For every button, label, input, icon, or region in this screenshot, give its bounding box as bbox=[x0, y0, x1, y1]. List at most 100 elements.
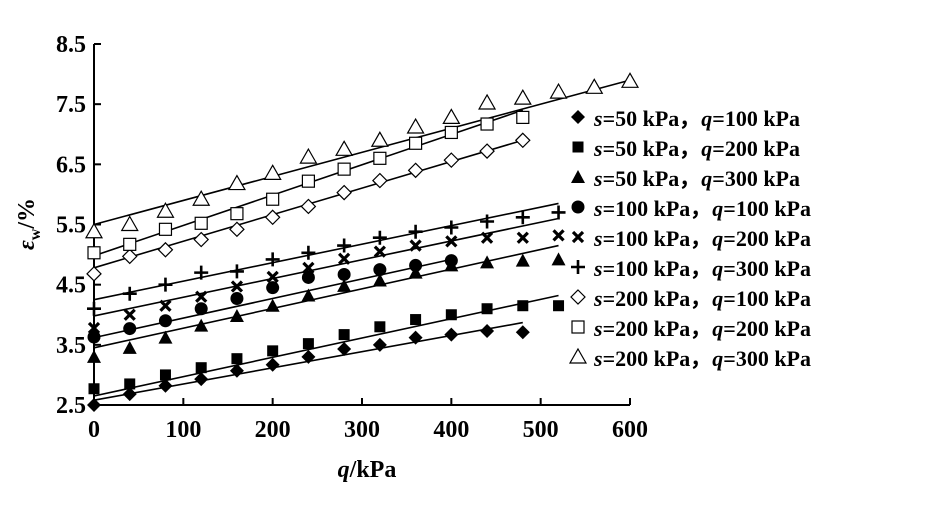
x-tick-label: 200 bbox=[255, 417, 291, 443]
data-point bbox=[158, 277, 173, 292]
legend-marker bbox=[571, 200, 585, 214]
data-point bbox=[410, 314, 422, 326]
legend-label: s=50 kPa，q=100 kPa bbox=[593, 106, 800, 131]
data-point bbox=[301, 174, 315, 188]
y-tick-label: 5.5 bbox=[56, 213, 86, 239]
data-point bbox=[549, 82, 568, 99]
y-axis-title-unit: /% bbox=[14, 198, 40, 230]
data-point bbox=[516, 110, 530, 125]
data-point bbox=[158, 330, 173, 344]
data-point bbox=[84, 222, 104, 239]
fit-line-series-2 bbox=[93, 294, 559, 397]
data-point bbox=[158, 314, 172, 328]
data-point bbox=[513, 88, 532, 105]
data-point bbox=[480, 255, 495, 269]
data-point bbox=[372, 273, 387, 287]
data-point bbox=[481, 303, 493, 315]
series-2 bbox=[88, 300, 565, 395]
x-tick-label: 100 bbox=[165, 417, 201, 443]
legend-item: s=200 kPa，q=100 kPa bbox=[570, 286, 811, 311]
data-point bbox=[409, 258, 423, 272]
data-point bbox=[195, 290, 208, 303]
data-point bbox=[193, 231, 210, 248]
data-point bbox=[87, 349, 101, 363]
data-point bbox=[302, 261, 315, 274]
data-point bbox=[445, 309, 457, 321]
data-point bbox=[336, 184, 352, 201]
data-point bbox=[409, 136, 423, 150]
data-point bbox=[370, 131, 389, 147]
data-point bbox=[88, 383, 100, 395]
data-point bbox=[194, 302, 208, 316]
data-point bbox=[444, 220, 459, 235]
data-point bbox=[442, 108, 461, 125]
data-point bbox=[444, 125, 458, 140]
legend-item: s=100 kPa，q=300 kPa bbox=[571, 256, 811, 281]
legend-label: s=50 kPa，q=200 kPa bbox=[593, 136, 800, 161]
data-point bbox=[373, 245, 386, 258]
data-point bbox=[265, 252, 280, 267]
data-point bbox=[337, 267, 351, 281]
legend-marker bbox=[572, 141, 584, 153]
data-point bbox=[158, 222, 173, 236]
data-point bbox=[301, 270, 315, 284]
legend-item: s=100 kPa，q=100 kPa bbox=[571, 196, 811, 221]
data-point bbox=[337, 342, 352, 357]
data-point bbox=[266, 270, 279, 283]
data-point bbox=[230, 292, 244, 306]
fit-lines bbox=[93, 79, 631, 401]
data-point bbox=[157, 241, 174, 258]
series-3 bbox=[87, 252, 566, 363]
data-point bbox=[87, 301, 101, 316]
data-point bbox=[408, 330, 423, 345]
x-axis-title-variable: q bbox=[338, 457, 350, 483]
legend-marker bbox=[571, 230, 585, 244]
series-7 bbox=[86, 132, 531, 282]
data-point bbox=[229, 264, 244, 279]
data-point bbox=[123, 308, 136, 321]
tick-labels: 0 100 200 300 400 500 600 2.5 3.5 4.5 5.5 6.5 7.5 8.5 bbox=[56, 32, 648, 443]
data-point bbox=[551, 205, 566, 220]
data-point bbox=[372, 337, 387, 352]
data-point bbox=[194, 372, 209, 387]
data-point bbox=[302, 338, 314, 350]
data-point bbox=[156, 202, 175, 218]
data-point bbox=[227, 174, 246, 191]
data-point bbox=[480, 117, 494, 131]
fit-line-series-3 bbox=[93, 244, 559, 349]
data-point bbox=[337, 238, 352, 253]
x-axis-title: q/kPa bbox=[338, 457, 397, 483]
data-point bbox=[406, 117, 425, 134]
legend-marker bbox=[570, 289, 586, 305]
data-point bbox=[87, 330, 101, 344]
data-point bbox=[337, 278, 352, 292]
legend-label: s=100 kPa，q=300 kPa bbox=[593, 256, 811, 281]
data-point bbox=[552, 229, 565, 242]
data-point bbox=[517, 300, 529, 312]
y-tick-label: 8.5 bbox=[56, 32, 86, 58]
data-point bbox=[122, 387, 137, 402]
data-point bbox=[372, 172, 388, 189]
data-point bbox=[338, 329, 350, 341]
data-point bbox=[229, 308, 244, 322]
legend-item: s=200 kPa，q=300 kPa bbox=[568, 346, 811, 371]
legend-item: s=200 kPa，q=200 kPa bbox=[571, 316, 811, 341]
data-point bbox=[158, 378, 173, 393]
data-points bbox=[84, 72, 640, 412]
data-point bbox=[230, 207, 244, 221]
data-point bbox=[515, 253, 530, 267]
data-point bbox=[585, 78, 604, 94]
data-point bbox=[478, 93, 497, 110]
data-point bbox=[301, 288, 316, 302]
data-point bbox=[159, 299, 172, 312]
data-point bbox=[122, 286, 137, 301]
data-point bbox=[553, 300, 565, 312]
data-point bbox=[87, 246, 101, 260]
data-point bbox=[265, 298, 280, 312]
series-8 bbox=[87, 110, 530, 260]
data-point bbox=[120, 215, 139, 232]
data-point bbox=[87, 321, 101, 335]
series-9 bbox=[84, 72, 640, 239]
data-point bbox=[121, 248, 138, 265]
